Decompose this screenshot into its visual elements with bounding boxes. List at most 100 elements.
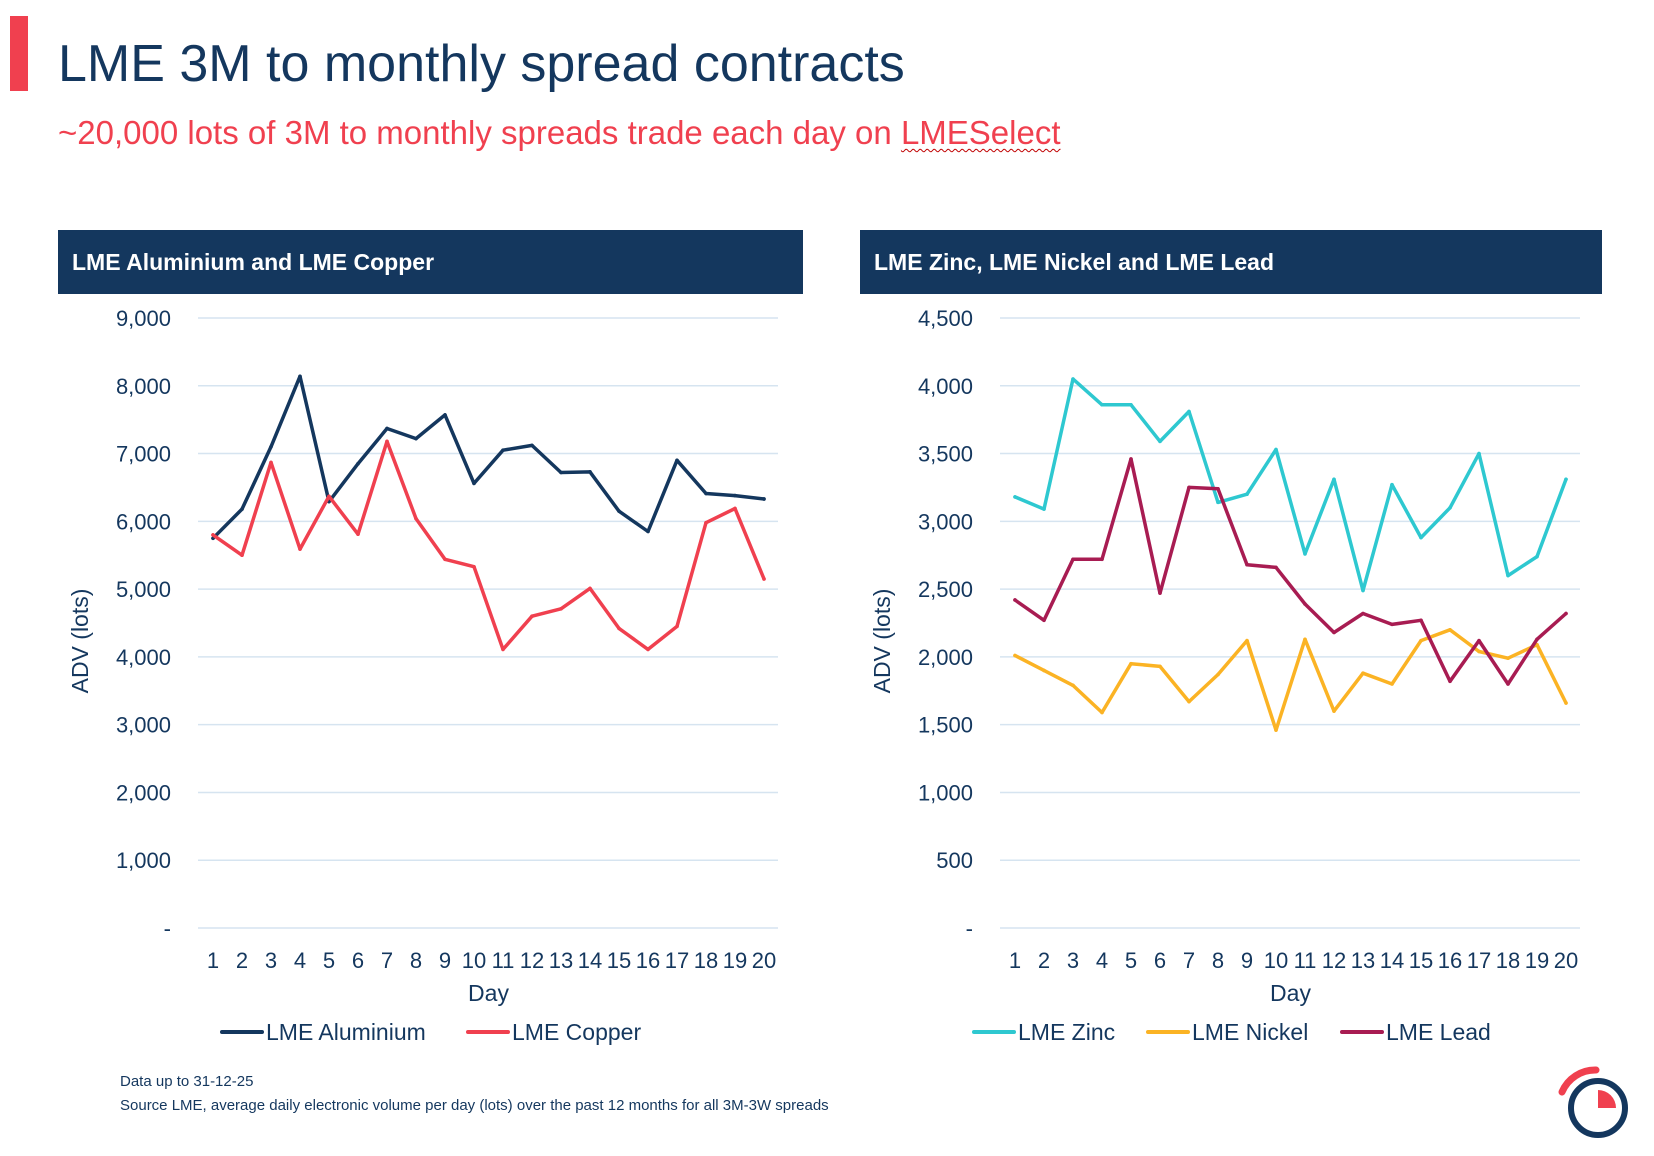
x-tick-label: 19: [723, 948, 747, 973]
data-point-lme-zinc: [1013, 495, 1017, 499]
data-point-lme-copper: [762, 577, 766, 581]
footnote-source: Source LME, average daily electronic vol…: [120, 1097, 829, 1114]
series-line-lme-lead: [1013, 457, 1568, 686]
y-tick-label: 2,000: [918, 645, 973, 670]
data-point-lme-lead: [1100, 557, 1104, 562]
x-tick-label: 6: [1154, 948, 1166, 973]
data-point-lme-copper: [211, 533, 215, 537]
data-point-lme-lead: [1245, 562, 1249, 567]
data-point-lme-zinc: [1158, 439, 1162, 444]
data-point-lme-nickel: [1361, 671, 1365, 675]
y-tick-label: 2,000: [116, 780, 171, 805]
y-axis-label: ADV (lots): [869, 589, 895, 694]
data-point-lme-nickel: [1042, 668, 1046, 673]
x-tick-label: 15: [1409, 948, 1433, 973]
chart-zinc-nickel-lead: - 500 1,000 1,500 2,000 2,500 3,000 3,500 4,000 4…: [869, 306, 1580, 1045]
x-tick-label: 2: [236, 948, 248, 973]
y-tick-label: 2,500: [918, 577, 973, 602]
series-line-lme-copper: [211, 439, 766, 652]
data-point-lme-lead: [1535, 637, 1539, 642]
x-tick-label: 14: [578, 948, 602, 973]
data-point-lme-lead: [1564, 611, 1568, 616]
data-point-lme-zinc: [1245, 492, 1249, 497]
data-point-lme-nickel: [1332, 709, 1336, 713]
data-point-lme-aluminium: [617, 509, 621, 513]
data-point-lme-copper: [269, 460, 273, 465]
data-point-lme-lead: [1216, 487, 1220, 491]
data-point-lme-aluminium: [443, 413, 447, 417]
legend-label-lme-zinc: LME Zinc: [1018, 1019, 1115, 1045]
x-tick-label: 11: [1294, 948, 1317, 973]
data-point-lme-aluminium: [530, 443, 534, 448]
x-tick-label: 8: [1212, 948, 1224, 973]
data-point-lme-copper: [559, 606, 563, 611]
data-point-lme-lead: [1506, 682, 1510, 686]
data-point-lme-nickel: [1158, 664, 1162, 669]
x-tick-label: 14: [1380, 948, 1404, 973]
data-point-lme-zinc: [1564, 477, 1568, 482]
data-point-lme-lead: [1013, 598, 1017, 602]
y-tick-label: 4,500: [918, 306, 973, 331]
x-tick-label: 5: [1125, 948, 1137, 973]
x-tick-label: 12: [1322, 948, 1346, 973]
y-tick-label: 1,000: [918, 780, 973, 805]
x-tick-label: 12: [520, 948, 544, 973]
data-point-lme-zinc: [1535, 554, 1539, 559]
data-point-lme-nickel: [1448, 627, 1452, 632]
data-point-lme-nickel: [1100, 710, 1104, 715]
x-tick-label: 20: [752, 948, 776, 973]
data-point-lme-nickel: [1274, 728, 1278, 732]
data-point-lme-copper: [356, 532, 360, 537]
data-point-lme-nickel: [1071, 683, 1075, 688]
data-point-lme-aluminium: [675, 458, 679, 463]
x-tick-label: 18: [694, 948, 718, 973]
data-point-lme-aluminium: [762, 497, 766, 501]
x-tick-label: 1: [207, 948, 219, 973]
data-point-lme-lead: [1303, 602, 1307, 606]
x-axis-label: Day: [468, 980, 509, 1006]
data-point-lme-zinc: [1506, 573, 1510, 578]
x-tick-label: 18: [1496, 948, 1520, 973]
x-tick-label: 4: [1096, 948, 1108, 973]
legend-label-lme-lead: LME Lead: [1386, 1019, 1491, 1045]
x-tick-label: 3: [265, 948, 277, 973]
data-point-lme-lead: [1187, 485, 1191, 490]
y-tick-label: 1,500: [918, 713, 973, 738]
x-tick-label: 13: [549, 948, 573, 973]
footnote-data-date: Data up to 31-12-25: [120, 1073, 254, 1090]
data-point-lme-nickel: [1216, 672, 1220, 677]
x-tick-label: 5: [323, 948, 335, 973]
y-tick-label: 8,000: [116, 374, 171, 399]
data-point-lme-nickel: [1477, 649, 1481, 654]
x-tick-label: 7: [1183, 948, 1195, 973]
x-tick-label: 20: [1554, 948, 1578, 973]
data-point-lme-aluminium: [240, 507, 244, 511]
data-point-lme-aluminium: [501, 448, 505, 452]
data-point-lme-zinc: [1129, 402, 1133, 407]
data-point-lme-lead: [1158, 591, 1162, 595]
data-point-lme-aluminium: [269, 444, 273, 449]
y-tick-label: 4,000: [116, 645, 171, 670]
data-point-lme-copper: [298, 547, 302, 551]
data-point-lme-nickel: [1013, 653, 1017, 658]
data-point-lme-copper: [646, 647, 650, 652]
y-axis-label: ADV (lots): [67, 589, 93, 694]
x-tick-label: 2: [1038, 948, 1050, 973]
data-point-lme-zinc: [1477, 451, 1481, 456]
data-point-lme-zinc: [1274, 447, 1278, 452]
data-point-lme-zinc: [1419, 535, 1423, 540]
data-point-lme-copper: [240, 553, 244, 558]
legend-label-lme-copper: LME Copper: [512, 1019, 641, 1045]
y-tick-label: 6,000: [116, 509, 171, 534]
x-tick-label: 10: [1264, 948, 1288, 973]
x-tick-label: 8: [410, 948, 422, 973]
data-point-lme-aluminium: [588, 470, 592, 474]
x-tick-label: 4: [294, 948, 306, 973]
data-point-lme-copper: [385, 439, 389, 444]
series-line-lme-aluminium: [211, 374, 766, 541]
legend-label-lme-nickel: LME Nickel: [1192, 1019, 1308, 1045]
data-point-lme-copper: [530, 614, 534, 619]
y-tick-label: -: [164, 916, 171, 941]
y-tick-label: 1,000: [116, 848, 171, 873]
data-point-lme-aluminium: [733, 493, 737, 498]
